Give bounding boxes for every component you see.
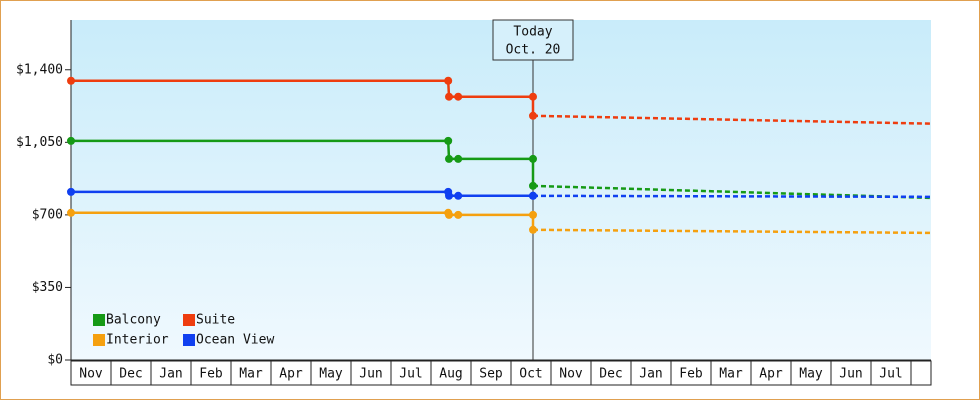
today-label: Today: [513, 25, 552, 40]
x-tick-box: [550, 360, 592, 386]
history-point: [454, 92, 463, 101]
x-tick-label: Nov: [79, 367, 103, 382]
history-point: [454, 210, 463, 219]
x-tick-box: [790, 360, 832, 386]
today-box: [492, 19, 574, 61]
legend-label: Balcony: [106, 313, 161, 328]
history-point: [529, 92, 537, 101]
x-tick-label: Jan: [159, 367, 182, 382]
x-tick-label: Jun: [359, 367, 382, 382]
forecast-line: [532, 194, 932, 199]
x-tick-box: [670, 360, 712, 386]
history-point: [445, 210, 453, 219]
history-point: [445, 191, 453, 200]
forecast-point: [529, 111, 537, 120]
x-tick-label: Apr: [279, 367, 303, 382]
history-point: [529, 210, 537, 219]
history-point: [67, 136, 75, 145]
history-point: [67, 208, 75, 217]
x-tick-label: Mar: [719, 367, 743, 382]
x-tick-label: May: [799, 367, 823, 382]
x-tick-box: [870, 360, 912, 386]
x-tick-box: [430, 360, 472, 386]
x-axis-end-box: [910, 360, 932, 386]
x-tick-label: Feb: [199, 367, 223, 382]
forecast-point: [529, 181, 537, 190]
x-tick-box: [750, 360, 792, 386]
y-tick-label: $350: [32, 280, 63, 295]
x-tick-box: [830, 360, 872, 386]
x-tick-label: Jan: [639, 367, 662, 382]
x-tick-box: [230, 360, 272, 386]
legend-label: Interior: [106, 333, 169, 348]
y-tick-label: $1,050: [16, 135, 63, 150]
x-tick-box: [110, 360, 152, 386]
today-date: Oct. 20: [506, 43, 561, 58]
x-tick-box: [190, 360, 232, 386]
plot-area: [71, 20, 931, 360]
history-point: [444, 136, 453, 145]
x-tick-label: May: [319, 367, 343, 382]
x-tick-label: Dec: [599, 367, 622, 382]
legend-swatch: [93, 334, 105, 346]
x-tick-box: [150, 360, 192, 386]
forecast-line: [532, 114, 932, 125]
history-point: [454, 154, 463, 163]
forecast-line: [532, 228, 932, 235]
legend-label: Suite: [196, 313, 235, 328]
x-tick-box: [630, 360, 672, 386]
history-point: [445, 154, 453, 163]
history-point: [67, 187, 75, 196]
x-tick-label: Dec: [119, 367, 142, 382]
history-point: [445, 92, 453, 101]
x-tick-label: Jul: [879, 367, 902, 382]
forecast-point: [529, 225, 537, 234]
legend-swatch: [93, 314, 105, 326]
history-point: [444, 76, 453, 85]
x-tick-box: [350, 360, 392, 386]
x-tick-label: Nov: [559, 367, 583, 382]
x-tick-box: [70, 360, 112, 386]
legend-swatch: [183, 334, 195, 346]
x-tick-label: Sep: [479, 367, 503, 382]
x-tick-label: Apr: [759, 367, 783, 382]
y-tick-label: $0: [47, 353, 63, 368]
forecast-point: [529, 191, 537, 200]
x-tick-label: Jul: [399, 367, 422, 382]
x-tick-label: Jun: [839, 367, 862, 382]
x-tick-label: Feb: [679, 367, 703, 382]
y-tick-label: $1,400: [16, 62, 63, 77]
legend-label: Ocean View: [196, 333, 274, 348]
y-tick-label: $700: [32, 207, 63, 222]
history-point: [529, 154, 537, 163]
x-tick-label: Oct: [519, 367, 542, 382]
x-tick-box: [510, 360, 552, 386]
history-point: [67, 76, 75, 85]
history-point: [454, 191, 463, 200]
legend-swatch: [183, 314, 195, 326]
x-tick-label: Mar: [239, 367, 263, 382]
x-tick-label: Aug: [439, 367, 462, 382]
